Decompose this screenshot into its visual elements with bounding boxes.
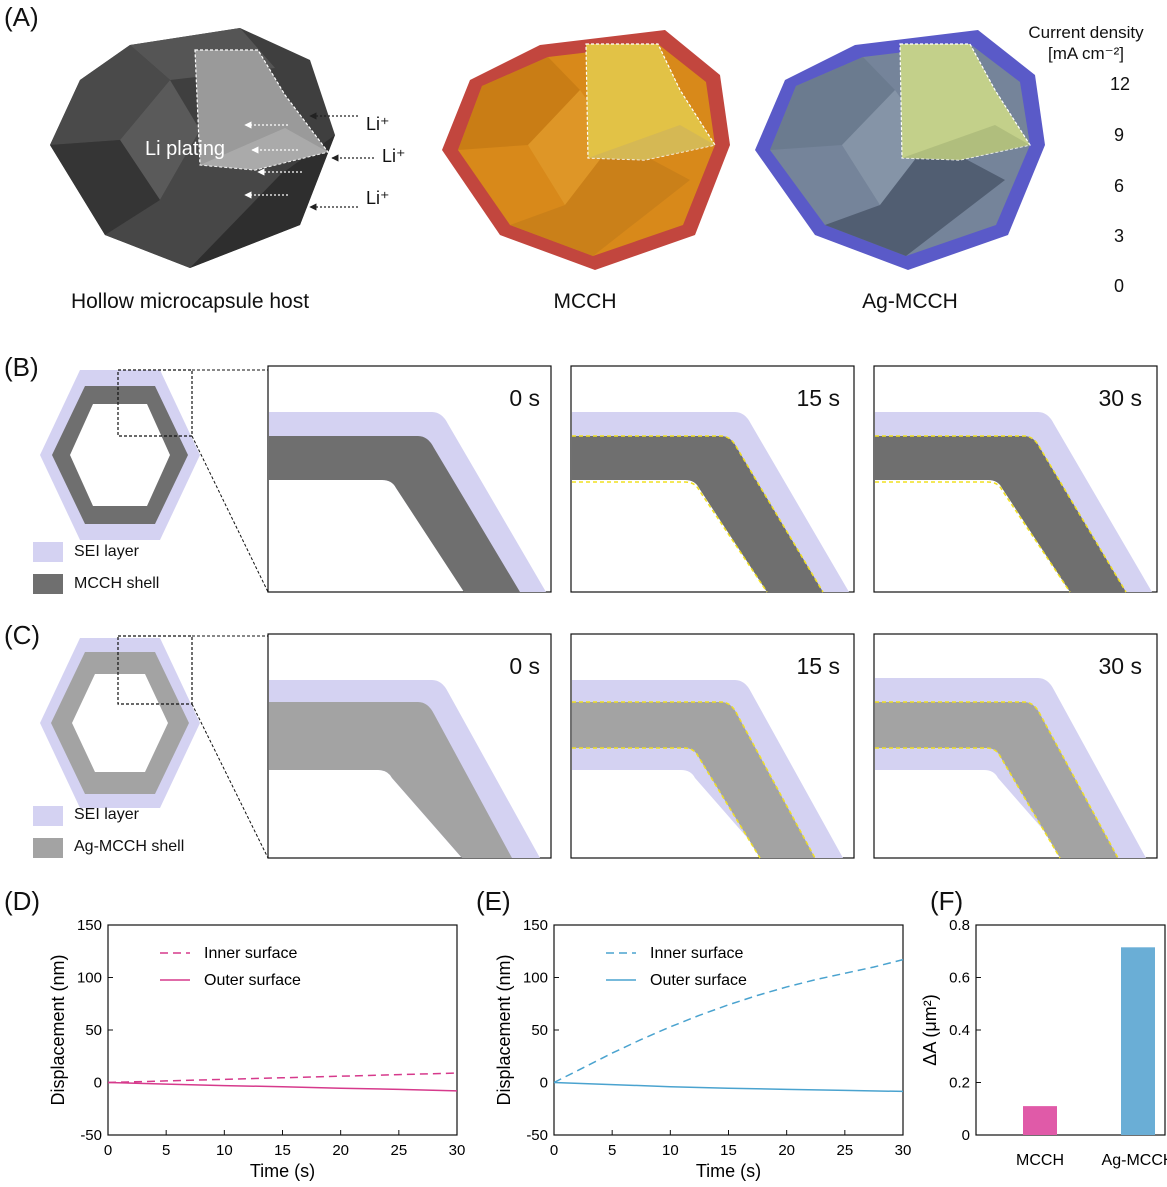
agmcch-polyhedron — [755, 30, 1045, 270]
x-tick-label: 15 — [720, 1142, 737, 1159]
legend-swatch-sei-b — [33, 542, 63, 562]
y-tick-label: 0.8 — [949, 917, 970, 934]
panel-label-e: (E) — [476, 886, 511, 916]
series-line-outer — [553, 1081, 904, 1093]
x-tick-label: 30 — [449, 1142, 466, 1159]
y-tick-label: 50 — [85, 1022, 102, 1039]
colorbar-tick: 9 — [1114, 125, 1125, 145]
legend-swatch-shell-c — [33, 838, 63, 858]
x-category-label: Ag-MCCH — [1102, 1152, 1167, 1169]
y-tick-label: 0.4 — [949, 1022, 970, 1039]
bar-ag-mcch — [1121, 947, 1155, 1135]
y-tick-label: 100 — [77, 970, 102, 987]
colorbar-title: Current density [mA cm⁻²] — [1010, 22, 1162, 64]
series-line-inner — [553, 958, 904, 1084]
x-axis-label: Time (s) — [696, 1161, 761, 1181]
zoom-box-c-30 — [873, 633, 1158, 859]
x-tick-label: 25 — [390, 1142, 407, 1159]
zoom-box-c-0 — [267, 633, 552, 859]
series-line-inner — [107, 1072, 458, 1084]
x-tick-label: 5 — [608, 1142, 616, 1159]
colorbar-tick: 0 — [1114, 276, 1125, 296]
host-caption: Hollow microcapsule host — [70, 290, 310, 313]
colorbar-title-line1: Current density — [1028, 23, 1144, 42]
y-tick-label: 100 — [523, 970, 548, 987]
time-label-b-15: 15 s — [796, 385, 840, 411]
y-axis-label: Displacement (nm) — [494, 954, 514, 1105]
y-tick-label: 150 — [523, 917, 548, 934]
x-tick-label: 20 — [778, 1142, 795, 1159]
zoom-box-b-0 — [267, 365, 552, 593]
host-polyhedron — [50, 28, 335, 268]
bar-mcch — [1023, 1106, 1057, 1135]
legend-label-sei-b: SEI layer — [74, 543, 139, 560]
panel-c-figure — [33, 633, 1158, 859]
li-ion-label-2: Li⁺ — [382, 146, 406, 166]
y-tick-label: -50 — [526, 1127, 548, 1144]
time-label-c-15: 15 s — [796, 653, 840, 679]
li-ion-label-3: Li⁺ — [366, 188, 390, 208]
legend-label: Outer surface — [204, 972, 301, 989]
y-tick-label: 50 — [531, 1022, 548, 1039]
x-tick-label: 15 — [274, 1142, 291, 1159]
y-tick-label: 150 — [77, 917, 102, 934]
time-label-c-0: 0 s — [509, 653, 540, 679]
x-tick-label: 5 — [162, 1142, 170, 1159]
x-tick-label: 25 — [836, 1142, 853, 1159]
agmcch-caption: Ag-MCCH — [862, 290, 958, 313]
legend-label: Inner surface — [650, 945, 743, 962]
panel-a-figure — [50, 28, 1045, 270]
colorbar-tick: 12 — [1110, 74, 1131, 94]
x-tick-label: 10 — [216, 1142, 233, 1159]
y-tick-label: 0.6 — [949, 970, 970, 987]
x-tick-label: 0 — [104, 1142, 112, 1159]
colorbar-tick: 6 — [1114, 176, 1125, 196]
x-tick-label: 10 — [662, 1142, 679, 1159]
panel-label-f: (F) — [930, 886, 964, 916]
series-line-outer — [107, 1081, 458, 1092]
time-label-c-30: 30 s — [1098, 653, 1142, 679]
legend-label-sei-c: SEI layer — [74, 806, 139, 823]
li-plating-label: Li plating — [145, 138, 226, 160]
panel-b-figure — [33, 365, 1158, 594]
x-category-label: MCCH — [1016, 1152, 1064, 1169]
colorbar-tick: 3 — [1114, 226, 1125, 246]
zoom-box-b-30 — [873, 365, 1158, 593]
legend-swatch-shell-b — [33, 574, 63, 594]
legend-swatch-sei-c — [33, 806, 63, 826]
panel-label-c: (C) — [4, 620, 41, 650]
colorbar-title-line2: [mA cm⁻²] — [1047, 44, 1125, 63]
y-axis-label: Displacement (nm) — [48, 954, 68, 1105]
y-tick-label: 0.2 — [949, 1075, 970, 1092]
panel-label-b: (B) — [4, 352, 39, 382]
legend-label-shell-c: Ag-MCCH shell — [74, 838, 185, 855]
legend-label-shell-b: MCCH shell — [74, 575, 160, 592]
y-tick-label: 0 — [94, 1075, 102, 1092]
x-tick-label: 30 — [895, 1142, 912, 1159]
y-axis-label: ΔA (μm²) — [920, 994, 940, 1065]
zoom-box-c-15 — [570, 633, 855, 859]
x-axis-label: Time (s) — [250, 1161, 315, 1181]
mcch-caption: MCCH — [553, 290, 617, 313]
legend-label: Inner surface — [204, 945, 297, 962]
panel-label-d: (D) — [4, 886, 41, 916]
panel-label-a: (A) — [4, 2, 39, 32]
y-tick-label: 0 — [540, 1075, 548, 1092]
chart-f: 0 0.2 0.4 0.6 0.8 MCCH Ag-MCCH ΔA (μm²) — [920, 917, 1167, 1169]
mcch-polyhedron — [442, 30, 730, 270]
y-tick-label: -50 — [80, 1127, 102, 1144]
li-ion-label-1: Li⁺ — [366, 114, 390, 134]
x-tick-label: 20 — [332, 1142, 349, 1159]
legend-label: Outer surface — [650, 972, 747, 989]
x-tick-label: 0 — [550, 1142, 558, 1159]
y-tick-label: 0 — [962, 1127, 970, 1144]
zoom-box-b-15 — [570, 365, 855, 593]
time-label-b-0: 0 s — [509, 385, 540, 411]
time-label-b-30: 30 s — [1098, 385, 1142, 411]
